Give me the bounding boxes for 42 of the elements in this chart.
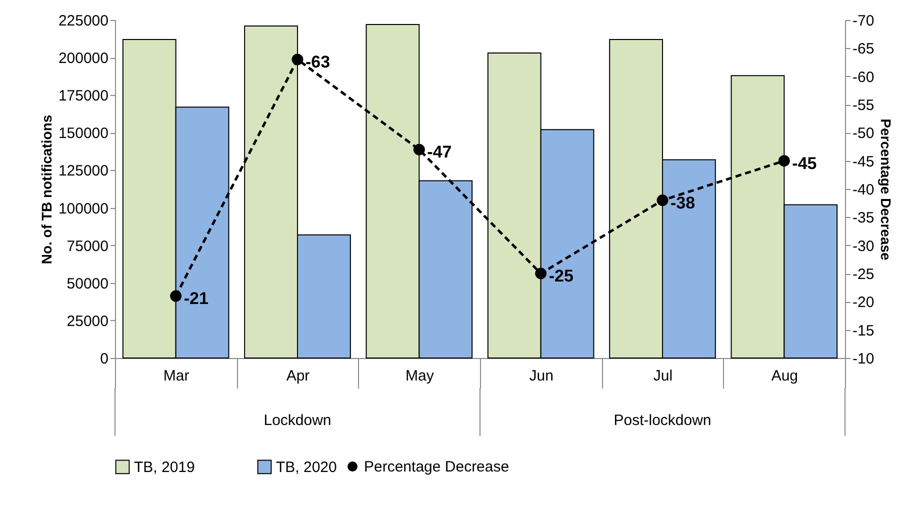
y2-tick-label: -55 bbox=[852, 97, 874, 114]
y-tick-label: 0 bbox=[100, 350, 108, 368]
y2-tick-label: -10 bbox=[852, 350, 874, 368]
data-label: -25 bbox=[548, 266, 574, 286]
legend-label: Percentage Decrease bbox=[364, 458, 510, 476]
y-tick-label: 50000 bbox=[66, 275, 108, 292]
y2-tick-label: -15 bbox=[852, 322, 874, 340]
text: Lockdown bbox=[264, 412, 332, 429]
x-tick-label: Jun bbox=[529, 368, 554, 384]
data-label: -38 bbox=[670, 193, 696, 212]
y-tick-label: 25000 bbox=[66, 312, 108, 330]
y2-tick-label: -50 bbox=[852, 125, 874, 142]
y-tick-label: 100000 bbox=[58, 200, 108, 218]
x-tick-label: Jul bbox=[653, 368, 673, 384]
y2-tick-label: -40 bbox=[852, 182, 874, 198]
data-label: -63 bbox=[306, 52, 330, 72]
data-label: -21 bbox=[184, 289, 208, 308]
y2-tick-label: -35 bbox=[852, 210, 874, 227]
y2-tick-label: -30 bbox=[852, 238, 874, 255]
y-tick-label: 175000 bbox=[58, 88, 108, 105]
x-tick-label: Mar bbox=[163, 368, 190, 384]
legend-label: TB, 2020 bbox=[276, 458, 337, 476]
y-tick-label: 125000 bbox=[58, 162, 108, 180]
y2-tick-label: -20 bbox=[852, 294, 874, 312]
y-axis-title: No. of TB notifications bbox=[38, 114, 54, 264]
y2-tick-label: -65 bbox=[852, 40, 874, 58]
x-tick-label: May bbox=[405, 368, 434, 384]
text: Post-lockdown bbox=[614, 412, 712, 429]
data-label: -47 bbox=[427, 142, 452, 162]
data-label: -45 bbox=[792, 154, 817, 173]
y2-tick-label: -70 bbox=[852, 12, 874, 30]
y-tick-label: 150000 bbox=[58, 125, 108, 142]
y-tick-label: 75000 bbox=[66, 238, 108, 255]
y-tick-label: 200000 bbox=[58, 50, 108, 68]
x-tick-label: Apr bbox=[286, 368, 310, 384]
y2-tick-label: -45 bbox=[852, 153, 874, 170]
y2-tick-label: -25 bbox=[852, 266, 874, 283]
y-tick-label: 225000 bbox=[58, 12, 108, 30]
x-tick-label: Aug bbox=[771, 368, 798, 384]
y2-tick-label: -60 bbox=[852, 68, 874, 86]
legend-label: TB, 2019 bbox=[134, 458, 195, 476]
y2-axis-title: Percentage Decrease bbox=[878, 118, 894, 261]
